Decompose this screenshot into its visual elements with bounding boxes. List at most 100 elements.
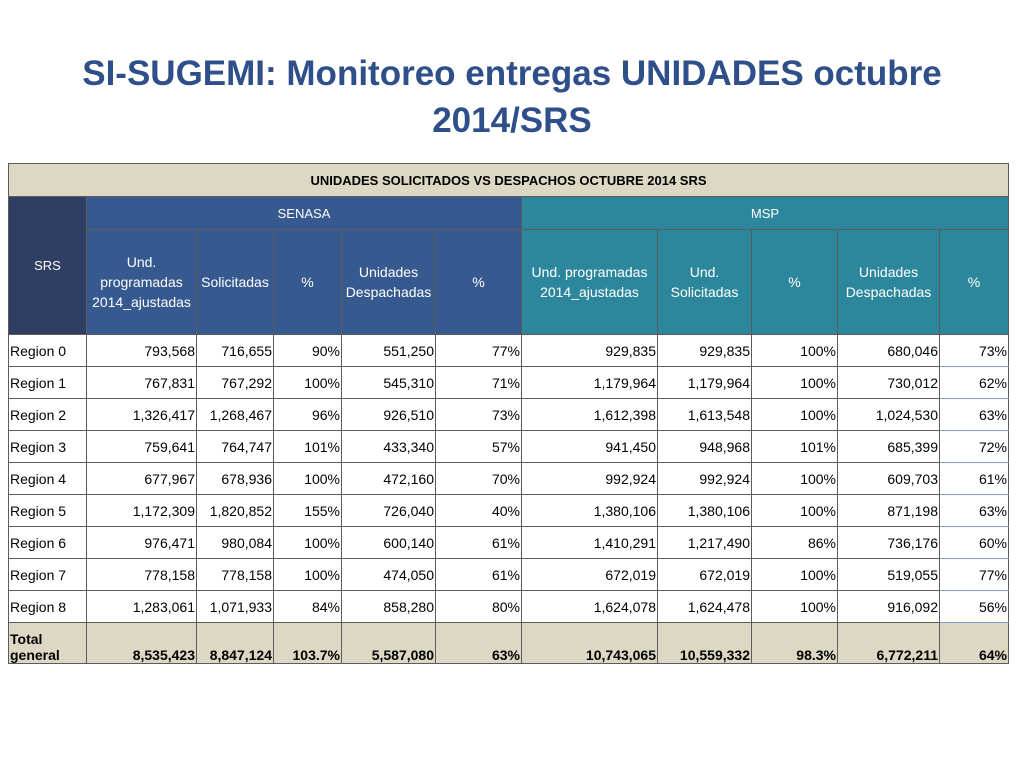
table-row: Region 8 1,283,061 1,071,933 84% 858,280 80% 1… <box>8 590 1009 623</box>
table-cell: 100% <box>273 526 342 559</box>
table-cell: 61% <box>939 462 1009 495</box>
table-cell: 60% <box>939 526 1009 559</box>
table-cell: 155% <box>273 494 342 527</box>
msp-col-despachadas: Unidades Despachadas <box>837 229 940 335</box>
table-cell: 759,641 <box>86 430 197 463</box>
table-cell: 103.7% <box>273 622 342 664</box>
msp-col-programadas: Und. programadas 2014_ajustadas <box>521 229 658 335</box>
row-label: Region 0 <box>8 334 87 367</box>
table-cell: 100% <box>751 558 838 591</box>
table-cell: 73% <box>435 398 522 431</box>
table-cell: 474,050 <box>341 558 436 591</box>
table-cell: 767,831 <box>86 366 197 399</box>
page-title: SI-SUGEMI: Monitoreo entregas UNIDADES o… <box>82 54 942 140</box>
table-cell: 1,326,417 <box>86 398 197 431</box>
table-cell: 80% <box>435 590 522 623</box>
total-label: Total general <box>8 622 87 664</box>
senasa-col-despachadas: Unidades Despachadas <box>341 229 436 335</box>
senasa-group-header: SENASA <box>86 196 522 230</box>
table-cell: 941,450 <box>521 430 658 463</box>
table-cell: 716,655 <box>196 334 274 367</box>
table-cell: 40% <box>435 494 522 527</box>
table-cell: 1,613,548 <box>657 398 752 431</box>
table-cell: 90% <box>273 334 342 367</box>
deliveries-table: UNIDADES SOLICITADOS VS DESPACHOS OCTUBR… <box>8 163 1009 664</box>
table-cell: 929,835 <box>521 334 658 367</box>
msp-col-solicitadas: Und. Solicitadas <box>657 229 752 335</box>
table-cell: 1,624,478 <box>657 590 752 623</box>
table-cell: 100% <box>751 462 838 495</box>
table-cell: 56% <box>939 590 1009 623</box>
table-cell: 100% <box>751 590 838 623</box>
table-row: Region 4 677,967 678,936 100% 472,160 70% 992,… <box>8 462 1009 495</box>
table-cell: 1,380,106 <box>521 494 658 527</box>
table-cell: 545,310 <box>341 366 436 399</box>
table-cell: 929,835 <box>657 334 752 367</box>
total-row: Total general 8,535,423 8,847,124 103.7%… <box>8 622 1009 664</box>
table-cell: 778,158 <box>196 558 274 591</box>
table-cell: 8,535,423 <box>86 622 197 664</box>
table-cell: 1,380,106 <box>657 494 752 527</box>
row-label: Region 2 <box>8 398 87 431</box>
row-label: Region 3 <box>8 430 87 463</box>
row-label: Region 6 <box>8 526 87 559</box>
table-cell: 77% <box>939 558 1009 591</box>
table-cell: 992,924 <box>657 462 752 495</box>
table-cell: 433,340 <box>341 430 436 463</box>
table-cell: 70% <box>435 462 522 495</box>
table-cell: 948,968 <box>657 430 752 463</box>
table-cell: 101% <box>751 430 838 463</box>
table-row: Region 6 976,471 980,084 100% 600,140 61% 1,41… <box>8 526 1009 559</box>
row-label: Region 4 <box>8 462 87 495</box>
table-cell: 101% <box>273 430 342 463</box>
table-cell: 1,024,530 <box>837 398 940 431</box>
table-row: Region 5 1,172,309 1,820,852 155% 726,040 40%… <box>8 494 1009 527</box>
msp-col-pct-solicitadas: % <box>751 229 838 335</box>
table-cell: 926,510 <box>341 398 436 431</box>
table-cell: 64% <box>939 622 1009 664</box>
table-cell: 62% <box>939 366 1009 399</box>
table-cell: 858,280 <box>341 590 436 623</box>
table-cell: 992,924 <box>521 462 658 495</box>
table-cell: 63% <box>435 622 522 664</box>
table-cell: 1,612,398 <box>521 398 658 431</box>
table-cell: 609,703 <box>837 462 940 495</box>
table-cell: 100% <box>273 558 342 591</box>
msp-group-header: MSP <box>521 196 1009 230</box>
table-cell: 672,019 <box>657 558 752 591</box>
table-cell: 84% <box>273 590 342 623</box>
table-cell: 472,160 <box>341 462 436 495</box>
table-cell: 63% <box>939 398 1009 431</box>
row-label: Region 7 <box>8 558 87 591</box>
row-label: Region 5 <box>8 494 87 527</box>
table-cell: 5,587,080 <box>341 622 436 664</box>
table-cell: 976,471 <box>86 526 197 559</box>
table-cell: 1,172,309 <box>86 494 197 527</box>
table-cell: 778,158 <box>86 558 197 591</box>
table-cell: 519,055 <box>837 558 940 591</box>
table-cell: 1,071,933 <box>196 590 274 623</box>
table-cell: 1,624,078 <box>521 590 658 623</box>
table-cell: 1,179,964 <box>521 366 658 399</box>
table-cell: 1,217,490 <box>657 526 752 559</box>
srs-header: SRS <box>8 196 87 335</box>
table-row: Region 2 1,326,417 1,268,467 96% 926,510 73% 1… <box>8 398 1009 431</box>
table-caption: UNIDADES SOLICITADOS VS DESPACHOS OCTUBR… <box>8 163 1009 197</box>
table-cell: 10,559,332 <box>657 622 752 664</box>
table-cell: 100% <box>751 366 838 399</box>
table-cell: 726,040 <box>341 494 436 527</box>
table-cell: 96% <box>273 398 342 431</box>
table-cell: 677,967 <box>86 462 197 495</box>
table-cell: 680,046 <box>837 334 940 367</box>
table-cell: 767,292 <box>196 366 274 399</box>
table-cell: 10,743,065 <box>521 622 658 664</box>
table-cell: 63% <box>939 494 1009 527</box>
table-cell: 8,847,124 <box>196 622 274 664</box>
table-cell: 1,268,467 <box>196 398 274 431</box>
table-row: Region 3 759,641 764,747 101% 433,340 57% 941,… <box>8 430 1009 463</box>
table-row: Region 0 793,568 716,655 90% 551,250 77% 929,8… <box>8 334 1009 367</box>
table-cell: 672,019 <box>521 558 658 591</box>
table-cell: 600,140 <box>341 526 436 559</box>
row-label: Region 1 <box>8 366 87 399</box>
table-cell: 61% <box>435 558 522 591</box>
